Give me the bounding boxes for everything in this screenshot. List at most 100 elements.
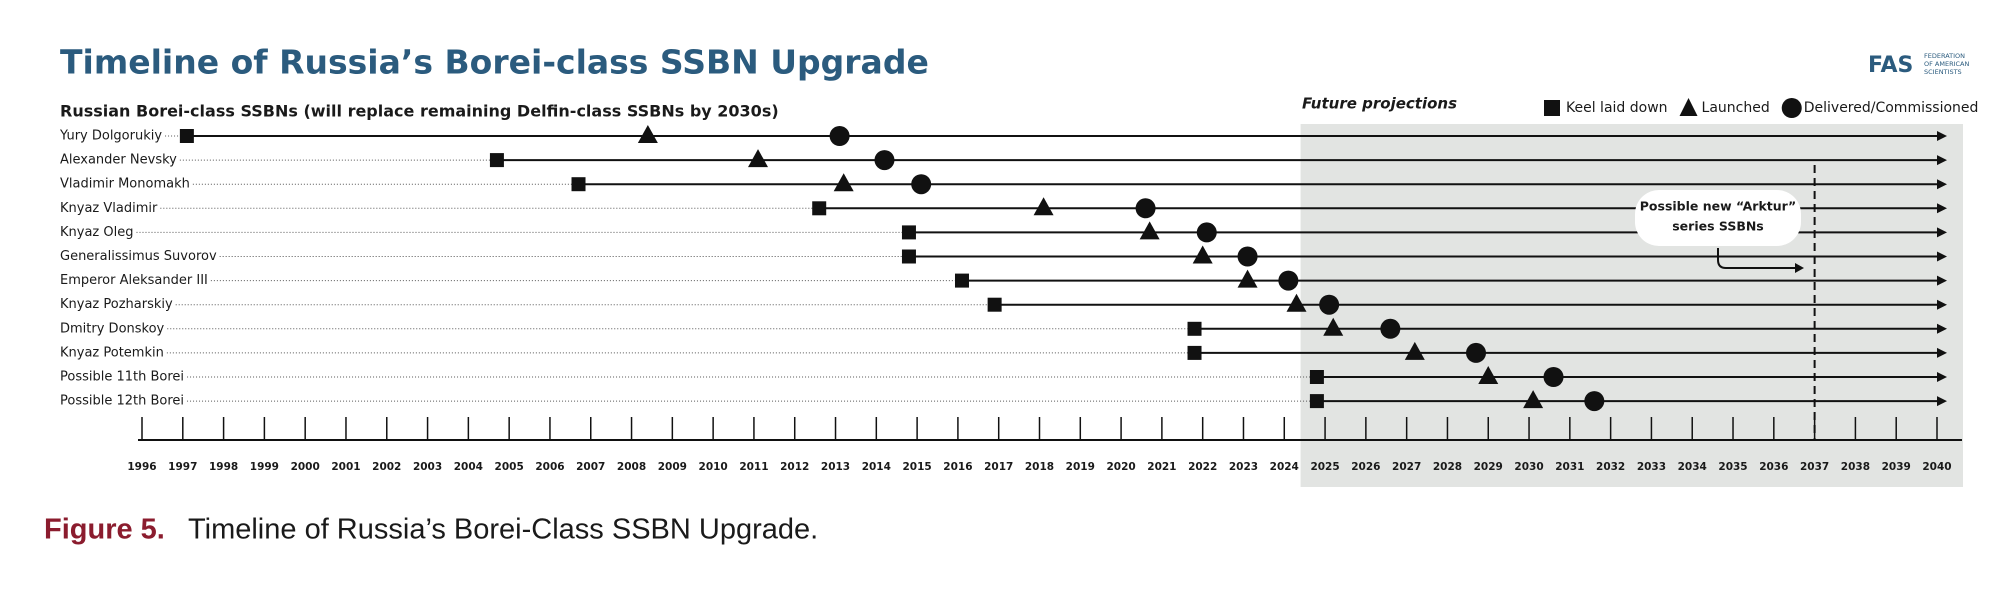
launch-marker [1286, 293, 1307, 312]
x-tick-label: 2039 [1882, 461, 1911, 473]
keel-marker [489, 153, 504, 168]
x-tick-label: 2007 [576, 461, 605, 473]
delivery-marker [829, 126, 850, 146]
vessel-name: Knyaz Oleg [60, 225, 133, 240]
arrow-head [1937, 227, 1947, 238]
launch-marker [833, 173, 854, 192]
delivery-marker [1319, 294, 1340, 315]
caption-text: Timeline of Russia’s Borei-Class SSBN Up… [188, 514, 818, 546]
keel-marker [179, 129, 194, 143]
arrow-head [1937, 203, 1947, 214]
vessel-name: Emperor Aleksander III [60, 273, 208, 288]
arrow-head [1937, 251, 1947, 262]
vessel-name: Dmitry Donskoy [60, 321, 165, 336]
legend-marker [1781, 98, 1802, 118]
keel-marker [1187, 345, 1202, 360]
x-tick-label: 2002 [372, 461, 401, 473]
vessel-name: Knyaz Pozharskiy [60, 297, 173, 312]
legend-marker [1544, 100, 1560, 116]
annotation-box [1635, 190, 1801, 246]
subtitle: Russian Borei-class SSBNs (will replace … [60, 102, 779, 121]
delivery-marker [874, 150, 895, 171]
launch-marker [1237, 269, 1258, 288]
title: Timeline of Russia’s Borei-class SSBN Up… [60, 43, 929, 82]
vessel-name: Possible 12th Borei [60, 394, 184, 409]
vessel-name: Possible 11th Borei [60, 370, 184, 385]
x-tick-label: 2024 [1270, 461, 1299, 473]
delivery-marker [1543, 367, 1564, 387]
logo-sub: SCIENTISTS [1924, 68, 1962, 76]
logo-sub: FEDERATION [1924, 52, 1965, 60]
arrow-head [1937, 155, 1947, 166]
x-tick-label: 2001 [331, 461, 360, 473]
legend-label: Keel laid down [1566, 100, 1668, 116]
caption-label: Figure 5. [44, 514, 165, 546]
x-tick-label: 2040 [1922, 461, 1951, 473]
keel-marker [901, 249, 916, 264]
arrow-head [1937, 323, 1947, 334]
x-tick-label: 1998 [209, 461, 238, 473]
x-tick-label: 2004 [454, 461, 483, 473]
annotation-arrow [1717, 248, 1796, 269]
x-tick-label: 2018 [1025, 461, 1054, 473]
arrow-head [1937, 275, 1947, 286]
keel-marker [1187, 321, 1202, 336]
delivery-marker [1584, 391, 1605, 412]
x-tick-label: 2010 [699, 461, 728, 473]
x-tick-label: 1996 [127, 461, 156, 473]
x-tick-label: 2008 [617, 461, 646, 473]
annotation-arrow-head [1795, 263, 1804, 273]
launch-marker [1523, 390, 1544, 409]
legend-marker [1679, 98, 1698, 116]
logo-sub: OF AMERICAN [1924, 60, 1970, 68]
x-tick-label: 2009 [658, 461, 687, 473]
x-tick-label: 2031 [1555, 461, 1584, 473]
x-tick-label: 2003 [413, 461, 442, 473]
x-tick-label: 2023 [1229, 461, 1258, 473]
delivery-marker [1278, 270, 1299, 291]
arrow-head [1937, 347, 1947, 358]
projection-label: Future projections [1302, 95, 1457, 113]
x-tick-label: 2035 [1718, 461, 1747, 473]
vessel-name: Yury Dolgorukiy [59, 129, 162, 144]
x-tick-label: 2020 [1106, 461, 1135, 473]
legend-label: Launched [1702, 100, 1770, 116]
keel-marker [1309, 370, 1324, 384]
x-tick-label: 2005 [495, 461, 524, 473]
launch-marker [1478, 366, 1499, 384]
launch-marker [1192, 245, 1213, 264]
annotation-text: Possible new “Arktur” [1640, 199, 1797, 214]
launch-marker [748, 149, 769, 168]
delivery-marker [1237, 246, 1258, 267]
vessel-name: Alexander Nevsky [60, 153, 177, 168]
keel-marker [954, 273, 969, 288]
vessel-name: Generalissimus Suvorov [60, 249, 217, 264]
x-tick-label: 2021 [1147, 461, 1176, 473]
keel-marker [987, 297, 1002, 312]
x-tick-label: 2030 [1514, 461, 1543, 473]
delivery-marker [1466, 342, 1487, 363]
keel-marker [812, 201, 827, 216]
x-tick-label: 2038 [1841, 461, 1870, 473]
x-tick-label: 2006 [535, 461, 564, 473]
launch-marker [1323, 317, 1344, 336]
vessel-name: Knyaz Vladimir [60, 201, 158, 216]
x-tick-label: 2013 [821, 461, 850, 473]
keel-marker [571, 177, 586, 192]
delivery-marker [1196, 222, 1217, 243]
x-tick-label: 2000 [291, 461, 320, 473]
x-tick-label: 2015 [902, 461, 931, 473]
keel-marker [1309, 394, 1324, 409]
launch-marker [1139, 221, 1160, 240]
vessel-name: Knyaz Potemkin [60, 345, 164, 360]
x-tick-label: 2016 [943, 461, 972, 473]
vessel-name: Vladimir Monomakh [60, 177, 190, 192]
arrow-head [1937, 131, 1947, 141]
keel-marker [901, 225, 916, 240]
delivery-marker [911, 174, 932, 195]
x-tick-label: 2036 [1759, 461, 1788, 473]
x-tick-label: 2026 [1351, 461, 1380, 473]
annotation-text: series SSBNs [1672, 219, 1764, 234]
logo: FAS [1868, 53, 1913, 78]
